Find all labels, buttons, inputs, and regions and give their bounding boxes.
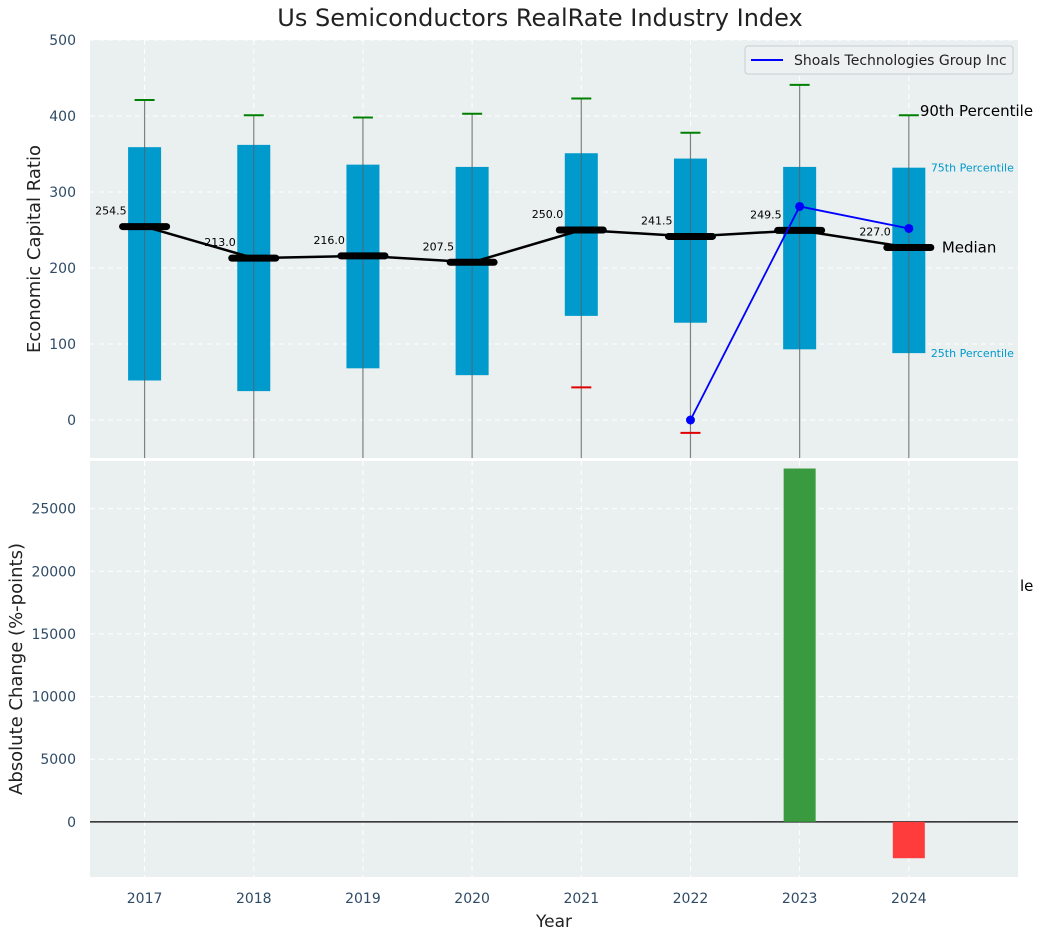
median-value-label: 241.5 [641, 214, 673, 227]
top-y-tick-label: 200 [49, 261, 76, 277]
change-bar [892, 821, 925, 859]
bottom-y-tick-label: 15000 [31, 627, 76, 643]
p75-annotation: 75th Percentile [931, 162, 1014, 175]
median-annotation: Median [942, 238, 997, 256]
clipped-annotation-text: le [1020, 577, 1033, 595]
bottom-y-tick-label: 0 [67, 815, 76, 831]
x-tick-label: 2022 [673, 891, 709, 907]
top-y-tick-label: 500 [49, 33, 76, 49]
x-tick-label: 2017 [127, 891, 163, 907]
x-tick-label: 2021 [563, 891, 599, 907]
median-value-label: 227.0 [859, 225, 891, 238]
company-point [904, 223, 914, 233]
top-y-axis-label: Economic Capital Ratio [24, 145, 45, 353]
top-y-tick-label: 400 [49, 109, 76, 125]
x-tick-label: 2020 [454, 891, 490, 907]
bottom-y-axis-label: Absolute Change (%-points) [6, 543, 27, 795]
x-axis-label: Year [535, 912, 572, 932]
p25-annotation: 25th Percentile [931, 347, 1014, 360]
company-point [685, 415, 695, 425]
median-value-label: 207.5 [423, 240, 455, 253]
median-value-label: 216.0 [313, 234, 345, 247]
chart-title: Us Semiconductors RealRate Industry Inde… [277, 4, 803, 32]
bottom-y-tick-label: 25000 [31, 502, 76, 518]
median-value-label: 249.5 [750, 208, 782, 221]
x-tick-label: 2023 [782, 891, 818, 907]
median-value-label: 213.0 [204, 236, 236, 249]
bottom-y-tick-label: 10000 [31, 690, 76, 706]
median-value-label: 250.0 [532, 208, 564, 221]
legend-label: Shoals Technologies Group Inc [794, 53, 1007, 69]
bottom-panel-background [90, 461, 1018, 877]
median-value-label: 254.5 [95, 205, 127, 218]
top-y-tick-label: 300 [49, 185, 76, 201]
change-bar [783, 468, 816, 822]
bottom-y-tick-label: 20000 [31, 564, 76, 580]
company-point [795, 201, 805, 211]
x-tick-label: 2024 [891, 891, 927, 907]
p90-annotation: 90th Percentile [920, 102, 1033, 120]
top-y-tick-label: 0 [67, 413, 76, 429]
bottom-y-tick-label: 5000 [40, 752, 76, 768]
top-y-tick-label: 100 [49, 337, 76, 353]
legend-box [744, 45, 1014, 75]
x-tick-label: 2019 [345, 891, 381, 907]
x-tick-label: 2018 [236, 891, 272, 907]
